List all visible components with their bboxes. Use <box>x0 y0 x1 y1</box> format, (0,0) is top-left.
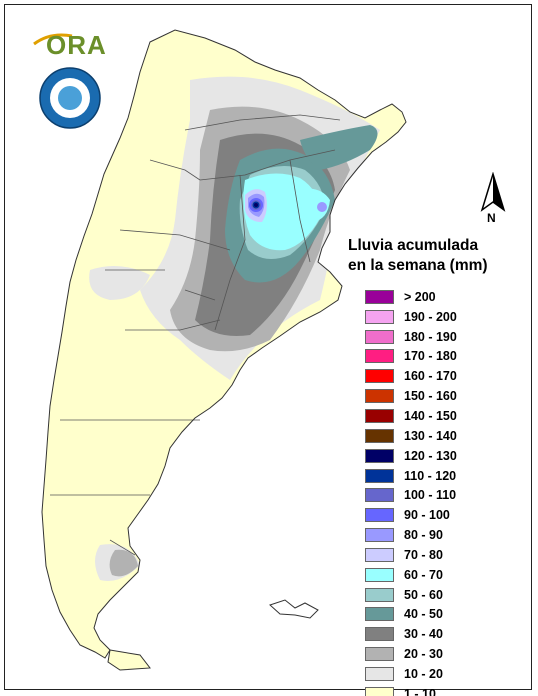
legend-label: 40 - 50 <box>404 607 443 622</box>
legend-swatch <box>365 349 394 364</box>
legend-swatch <box>365 289 394 304</box>
map-frame <box>4 4 532 690</box>
legend-label: 110 - 120 <box>404 468 457 483</box>
legend-label: 180 - 190 <box>404 329 457 344</box>
legend-item: 1 - 10 <box>365 684 457 696</box>
legend-label: > 200 <box>404 289 436 304</box>
legend-item: 180 - 190 <box>365 327 457 347</box>
legend-swatch <box>365 666 394 681</box>
legend-swatch <box>365 369 394 384</box>
legend-title-line2: en la semana (mm) <box>348 257 488 274</box>
legend-swatch <box>365 528 394 543</box>
legend-label: 20 - 30 <box>404 647 443 662</box>
legend-swatch <box>365 428 394 443</box>
legend-swatch <box>365 647 394 662</box>
legend-item: 50 - 60 <box>365 585 457 605</box>
legend-item: 120 - 130 <box>365 446 457 466</box>
legend-item: 40 - 50 <box>365 605 457 625</box>
legend-title-line1: Lluvia acumulada <box>348 237 479 254</box>
legend-label: 190 - 200 <box>404 309 457 324</box>
legend-swatch <box>365 309 394 324</box>
legend-item: 90 - 100 <box>365 505 457 525</box>
legend-label: 80 - 90 <box>404 528 443 543</box>
legend-item: 60 - 70 <box>365 565 457 585</box>
north-arrow-icon <box>480 172 506 212</box>
legend-label: 70 - 80 <box>404 547 443 562</box>
legend-label: 150 - 160 <box>404 389 457 404</box>
legend-swatch <box>365 508 394 523</box>
tierra-del-fuego <box>107 649 151 671</box>
legend-label: 130 - 140 <box>404 428 457 443</box>
legend-item: 70 - 80 <box>365 545 457 565</box>
legend-label: 90 - 100 <box>404 508 450 523</box>
legend-swatch <box>365 389 394 404</box>
ora-logo-text: ORA <box>46 30 107 60</box>
legend-item: 10 - 20 <box>365 664 457 684</box>
legend-item: 130 - 140 <box>365 426 457 446</box>
legend-item: 30 - 40 <box>365 624 457 644</box>
legend-swatch <box>365 329 394 344</box>
legend-swatch <box>365 587 394 602</box>
smn-seal-logo <box>39 67 101 129</box>
malvinas-islands <box>269 599 319 619</box>
north-label: N <box>487 211 496 225</box>
legend-swatch <box>365 408 394 423</box>
legend-title: Lluvia acumulada en la semana (mm) <box>348 236 518 276</box>
legend-item: 140 - 150 <box>365 406 457 426</box>
legend-swatch <box>365 607 394 622</box>
legend-label: 30 - 40 <box>404 627 443 642</box>
rainfall-legend: > 200 190 - 200 180 - 190 170 - 180 160 - 17… <box>365 287 457 696</box>
legend-label: 100 - 110 <box>404 488 457 503</box>
legend-item: 20 - 30 <box>365 644 457 664</box>
legend-swatch <box>365 468 394 483</box>
legend-item: 170 - 180 <box>365 347 457 367</box>
legend-swatch <box>365 627 394 642</box>
legend-swatch <box>365 567 394 582</box>
legend-item: 160 - 170 <box>365 366 457 386</box>
legend-label: 160 - 170 <box>404 369 457 384</box>
legend-label: 10 - 20 <box>404 666 443 681</box>
legend-item: 190 - 200 <box>365 307 457 327</box>
legend-label: 140 - 150 <box>404 408 457 423</box>
legend-item: 110 - 120 <box>365 466 457 486</box>
legend-item: 100 - 110 <box>365 485 457 505</box>
legend-item: 80 - 90 <box>365 525 457 545</box>
province-borders <box>50 114 341 556</box>
legend-label: 60 - 70 <box>404 567 443 582</box>
legend-swatch <box>365 488 394 503</box>
legend-label: 50 - 60 <box>404 587 443 602</box>
ora-logo-swoosh <box>33 33 73 46</box>
legend-label: 170 - 180 <box>404 349 457 364</box>
rainfall-contours <box>89 76 380 581</box>
legend-swatch <box>365 448 394 463</box>
legend-swatch <box>365 686 394 696</box>
legend-label: 1 - 10 <box>404 686 436 696</box>
legend-label: 120 - 130 <box>404 448 457 463</box>
legend-swatch <box>365 547 394 562</box>
legend-item: > 200 <box>365 287 457 307</box>
legend-item: 150 - 160 <box>365 386 457 406</box>
